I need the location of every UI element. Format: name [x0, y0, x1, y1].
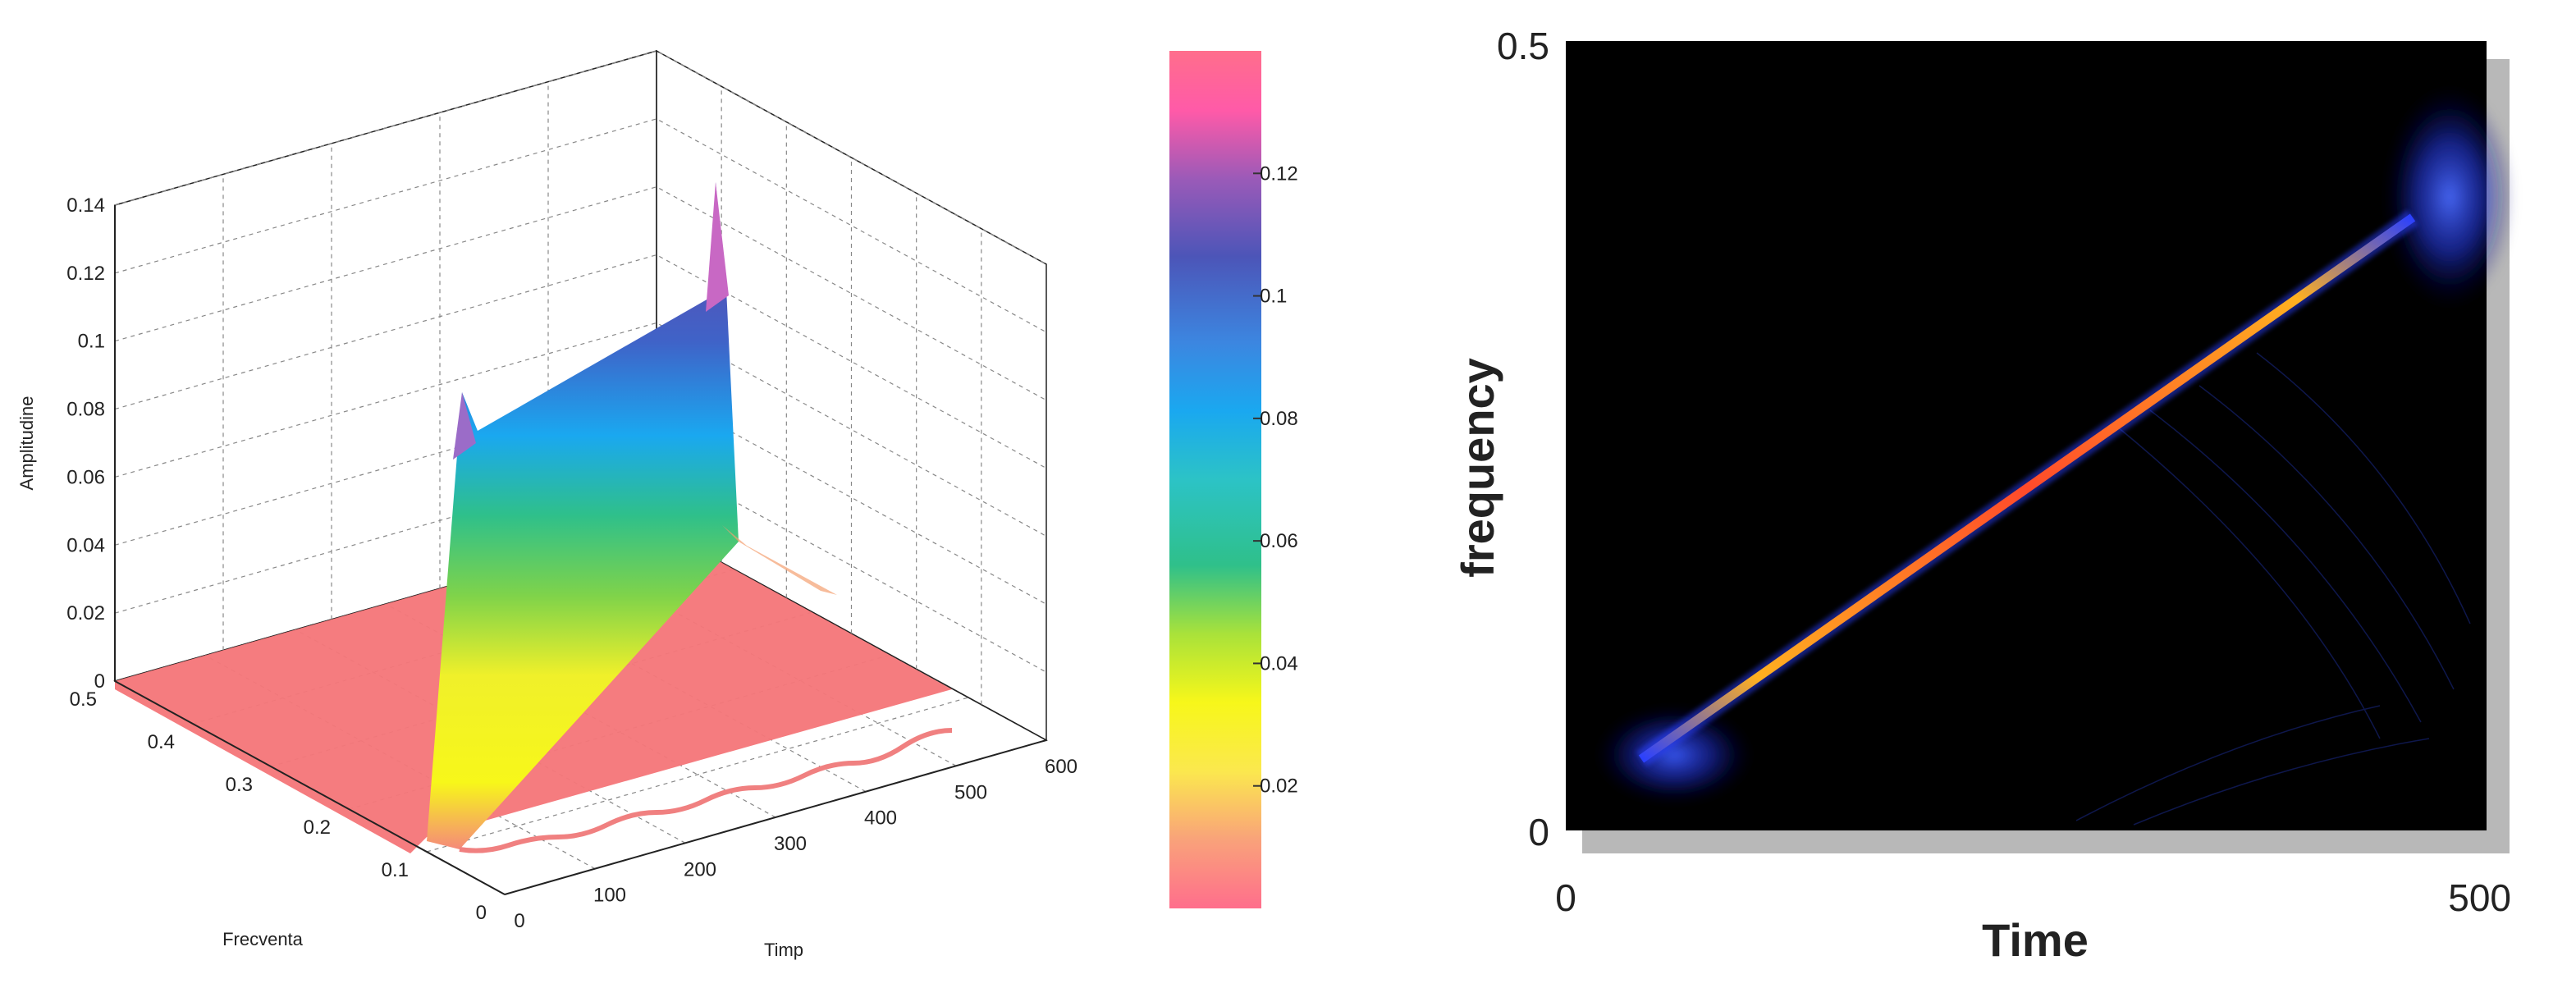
colorbar-tick: 0.08 [1260, 408, 1298, 430]
z-tick: 0.06 [66, 466, 105, 488]
surface-plot: 00.020.040.060.080.10.120.14 00.10.20.30… [16, 49, 1078, 960]
freq-tick: 0.3 [226, 774, 253, 796]
heatmap-tick-labels: 0.5 00 500 [1497, 25, 2511, 919]
freq-tick: 0.2 [304, 816, 331, 839]
colorbar-tick: 0.04 [1260, 652, 1298, 675]
time-tick-labels: 0 100 200 300 400 500 600 [514, 756, 1078, 932]
colorbar-tick: 0.1 [1260, 286, 1287, 308]
floor-front-edge [459, 728, 953, 853]
freq-tick: 0.5 [70, 688, 97, 711]
z-tick: 0.1 [78, 331, 105, 353]
freq-tick: 0.1 [382, 859, 409, 881]
ridge-start-peak [453, 392, 476, 460]
z-tick: 0.08 [66, 399, 105, 421]
y-tick-max: 0.5 [1497, 25, 1549, 67]
time-tick: 600 [1045, 756, 1078, 778]
z-tick: 0.04 [66, 534, 105, 556]
y-axis-label: frequency [1452, 358, 1503, 578]
colorbar-tick-labels: 0.02 0.04 0.06 0.08 0.1 0.12 [1253, 162, 1298, 798]
z-tick: 0.12 [66, 263, 105, 285]
freq-axis-label: Frecventa [222, 929, 304, 949]
z-tick: 0.02 [66, 602, 105, 624]
z-axis-label: Amplitudine [16, 396, 37, 491]
time-axis [504, 739, 1047, 895]
time-tick: 300 [774, 833, 807, 855]
z-tick: 0 [94, 670, 105, 693]
interference-lines [2075, 352, 2471, 826]
colorbar-gradient [1169, 51, 1261, 908]
glow-end [2384, 86, 2515, 308]
time-axis-label: Timp [764, 940, 803, 960]
freq-tick-labels: 0 0.1 0.2 0.3 0.4 0.5 [70, 688, 487, 924]
time-tick: 500 [954, 781, 987, 803]
heatmap-plot: 0.5 00 500 Time frequency [1452, 25, 2515, 966]
colorbar-tick: 0.06 [1260, 530, 1298, 552]
ridge-wall [427, 182, 739, 849]
freq-tick: 0.4 [148, 731, 175, 753]
z-tick: 0.14 [66, 194, 105, 217]
x-tick-max: 500 [2448, 876, 2511, 919]
ridge-line [1638, 213, 2416, 763]
x-tick-min: 0 [1555, 876, 1576, 919]
z-tick-labels: 0 0.02 0.04 0.06 0.08 0.1 0.12 0.14 [66, 194, 105, 693]
glow-start [1596, 706, 1752, 804]
time-tick: 400 [864, 807, 897, 830]
colorbar-tick: 0.12 [1260, 162, 1298, 185]
time-tick: 0 [514, 910, 524, 932]
time-tick: 200 [684, 858, 716, 881]
colorbar-tick: 0.02 [1260, 775, 1298, 798]
x-axis-label: Time [1982, 914, 2089, 966]
time-tick: 100 [593, 885, 626, 907]
freq-axis [114, 680, 506, 895]
colorbar: 0.02 0.04 0.06 0.08 0.1 0.12 [1169, 51, 1298, 908]
y-tick-min: 0 [1528, 811, 1549, 853]
ridge-end-peak [706, 182, 729, 312]
freq-tick: 0 [476, 902, 487, 924]
